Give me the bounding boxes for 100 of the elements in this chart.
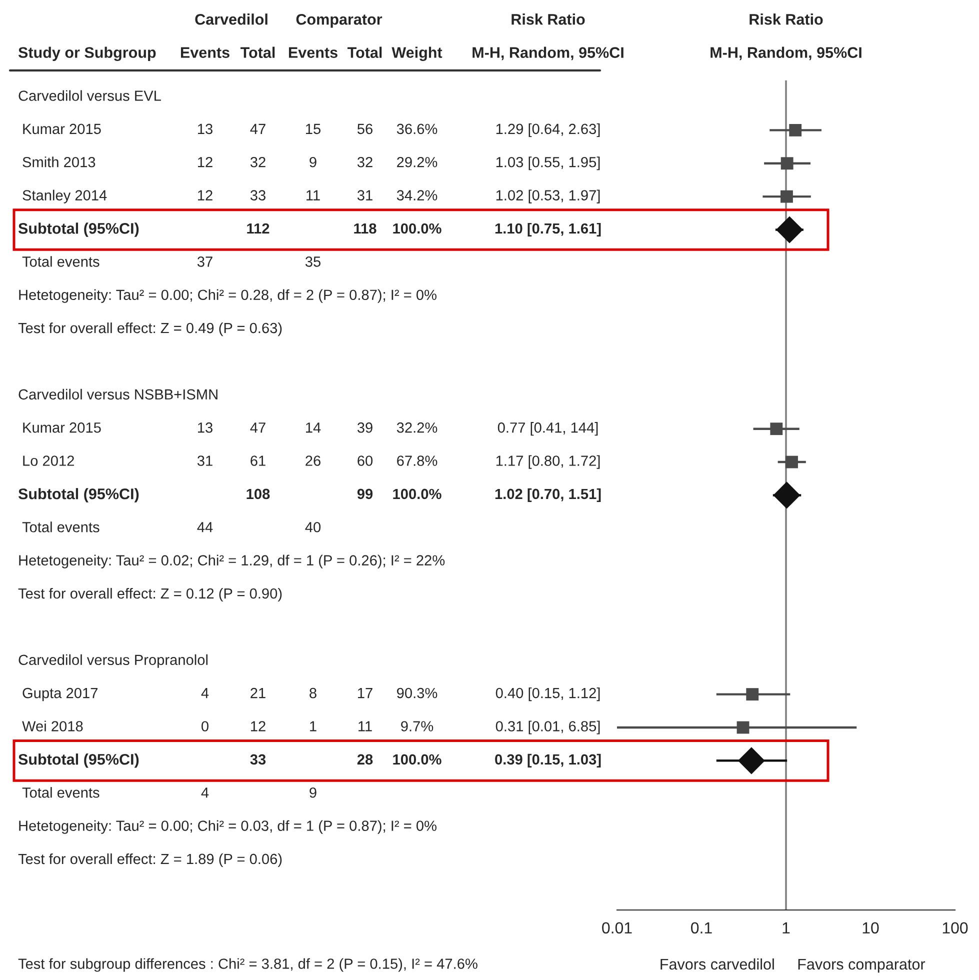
category-label: Total events xyxy=(22,522,100,532)
category-label: Events xyxy=(288,47,338,58)
text: 9 xyxy=(310,787,316,798)
category-label: Weight xyxy=(392,46,442,62)
category-label: Total xyxy=(347,46,382,58)
text: 40 xyxy=(305,522,321,532)
category-label: Kumar 2015 xyxy=(23,422,101,433)
text: 118 xyxy=(354,223,376,234)
category-label: Subtotal (95%CI) xyxy=(18,488,139,502)
text: 100.0% xyxy=(393,488,442,500)
text: 31 xyxy=(197,456,212,466)
text: 15 xyxy=(306,124,320,134)
text: 21 xyxy=(250,688,266,698)
x-tick-label: 1 xyxy=(782,922,790,934)
text: 4 xyxy=(201,788,209,798)
text: 32 xyxy=(250,156,266,168)
text: 108 xyxy=(246,488,270,500)
category-label: Events xyxy=(180,47,230,58)
text: 13 xyxy=(198,124,212,134)
text: 1.03 [0.55, 1.95] xyxy=(496,156,600,170)
category-label: Test for overall effect: Z = 0.49 (P = 0.63) xyxy=(18,322,282,336)
text: 11 xyxy=(306,190,320,200)
text: 99 xyxy=(357,488,373,500)
text: 112 xyxy=(247,223,270,234)
text: 37 xyxy=(197,256,212,267)
text: Favors carvedilol xyxy=(660,958,774,970)
text: 32 xyxy=(357,156,372,168)
text: 35 xyxy=(305,256,320,267)
text: 1.10 [0.75, 1.61] xyxy=(495,222,601,237)
category-label: Kumar 2015 xyxy=(23,124,101,134)
chart-subtitle: M-H, Random, 95%CI xyxy=(710,46,862,60)
category-label: Study or Subgroup xyxy=(18,46,156,62)
text: 60 xyxy=(358,456,373,466)
text: 0.31 [0.01, 6.85] xyxy=(496,720,600,734)
category-label: Carvedilol versus NSBB+ISMN xyxy=(18,388,218,400)
x-tick-label: 0.1 xyxy=(691,922,712,934)
text: Test for subgroup differences : Chi² = 3.81, df = 2 (P = 0.15), I² = 47.6% xyxy=(18,958,478,972)
category-label: Smith 2013 xyxy=(22,156,96,168)
text: 13 xyxy=(198,422,212,433)
text: 56 xyxy=(357,124,372,134)
text: 12 xyxy=(198,156,212,168)
text: 47 xyxy=(250,422,266,433)
text: 33 xyxy=(250,190,266,200)
text: 36.6% xyxy=(396,124,438,134)
category-label: Test for overall effect: Z = 1.89 (P = 0.06) xyxy=(18,853,282,868)
text: 9 xyxy=(310,156,316,168)
text: 67.8% xyxy=(397,456,438,466)
text: 0.39 [0.15, 1.03] xyxy=(495,754,601,768)
text: 39 xyxy=(357,422,372,433)
x-tick-label: 10 xyxy=(862,922,879,934)
text: 29.2% xyxy=(397,156,438,168)
category-label: Subtotal (95%CI) xyxy=(18,222,139,237)
text: 11 xyxy=(358,721,372,732)
text: 47 xyxy=(250,124,266,134)
text: Carvedilol xyxy=(195,14,268,25)
text: 1.29 [0.64, 2.63] xyxy=(496,123,600,137)
text: 14 xyxy=(306,422,321,433)
text: 0.77 [0.41, 144] xyxy=(498,422,598,436)
text: 28 xyxy=(357,754,373,765)
text: 8 xyxy=(310,688,316,698)
text: 26 xyxy=(306,456,320,466)
text: 1.17 [0.80, 1.72] xyxy=(496,455,600,469)
text: Risk Ratio xyxy=(512,14,585,25)
text: 34.2% xyxy=(396,190,438,200)
category-label: Total events xyxy=(22,787,100,798)
text: 4 xyxy=(201,688,209,698)
text: 100.0% xyxy=(393,223,442,234)
category-label: Lo 2012 xyxy=(23,456,74,466)
category-label: Carvedilol versus Propranolol xyxy=(18,654,208,668)
text: 1.02 [0.70, 1.51] xyxy=(495,488,601,502)
category-label: Hetetogeneity: Tau² = 0.02; Chi² = 1.29, df = 1 (P = 0.26); I² = 22% xyxy=(19,554,445,568)
text: 44 xyxy=(197,522,213,532)
text: 61 xyxy=(250,456,266,466)
x-tick-label: 0.01 xyxy=(602,922,632,934)
text: 0.40 [0.15, 1.12] xyxy=(496,688,600,702)
text: 32.2% xyxy=(396,422,438,433)
text: 1 xyxy=(310,721,316,732)
category-label: Gupta 2017 xyxy=(22,688,98,702)
category-label: Wei 2018 xyxy=(22,720,83,732)
text: 17 xyxy=(358,688,372,698)
text: 12 xyxy=(198,190,212,200)
text: 31 xyxy=(357,190,372,200)
text: 9.7% xyxy=(401,721,434,732)
category-label: Total events xyxy=(22,256,100,267)
category-label: Stanley 2014 xyxy=(22,190,107,204)
category-label: Hetetogeneity: Tau² = 0.00; Chi² = 0.28, df = 2 (P = 0.87); I² = 0% xyxy=(19,289,436,303)
text: 90.3% xyxy=(397,688,438,698)
text: 1.02 [0.53, 1.97] xyxy=(496,190,600,204)
category-label: Subtotal (95%CI) xyxy=(18,754,139,768)
x-tick-label: 100 xyxy=(942,922,968,934)
text: 0 xyxy=(202,721,208,732)
text: Comparator xyxy=(296,14,382,28)
text: 12 xyxy=(251,721,266,732)
text: Favors comparator xyxy=(798,958,926,973)
category-label: Total xyxy=(240,46,275,58)
category-label: Carvedilol versus EVL xyxy=(18,90,161,101)
text: 33 xyxy=(250,754,266,765)
category-label: Hetetogeneity: Tau² = 0.00; Chi² = 0.03, df = 1 (P = 0.87); I² = 0% xyxy=(19,820,436,834)
chart-title: Risk Ratio xyxy=(750,14,823,25)
text: 100.0% xyxy=(393,754,442,765)
